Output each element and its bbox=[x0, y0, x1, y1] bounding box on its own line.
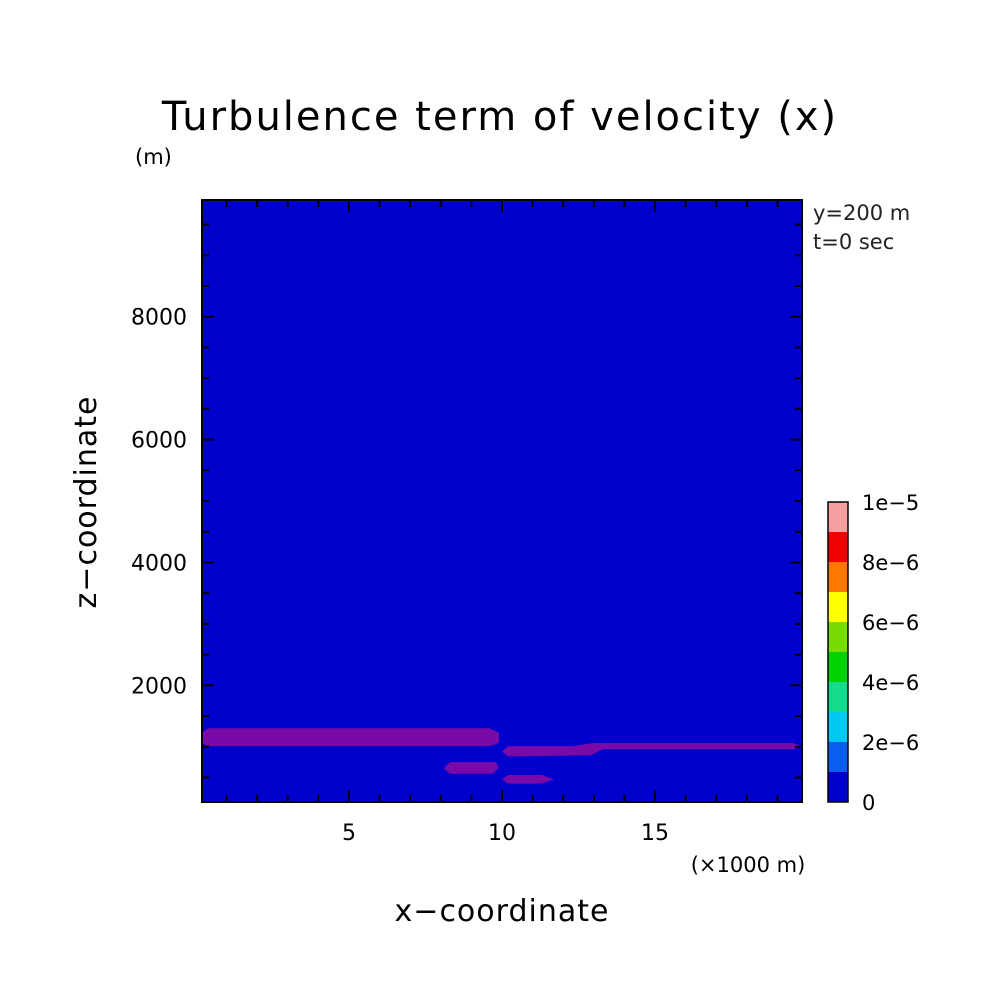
colorbar-label: 6e−6 bbox=[862, 611, 919, 635]
colorbar-swatch bbox=[828, 712, 848, 742]
colorbar-swatch bbox=[828, 562, 848, 592]
colorbar-swatch bbox=[828, 502, 848, 532]
y-tick-label: 2000 bbox=[131, 674, 187, 699]
x-tick-label: 15 bbox=[641, 821, 669, 846]
x-tick-labels: 5 10 15 bbox=[342, 821, 669, 846]
contour-region bbox=[202, 728, 499, 747]
contour-regions bbox=[202, 728, 802, 784]
contour-region bbox=[443, 762, 499, 774]
colorbar-swatch bbox=[828, 622, 848, 652]
colorbar-label: 2e−6 bbox=[862, 731, 919, 755]
x-axis-label: x−coordinate bbox=[395, 894, 610, 929]
y-tick-label: 8000 bbox=[131, 306, 187, 331]
contour-region bbox=[502, 743, 802, 757]
y-tick-labels: 2000 4000 6000 8000 bbox=[131, 306, 187, 700]
colorbar-swatch bbox=[828, 682, 848, 712]
colorbar-swatch bbox=[828, 652, 848, 682]
annotation-y-position: y=200 m bbox=[813, 201, 910, 225]
y-unit-label: (m) bbox=[135, 145, 172, 169]
colorbar-label: 4e−6 bbox=[862, 671, 919, 695]
plot-frame bbox=[201, 199, 803, 803]
chart-title: Turbulence term of velocity (x) bbox=[161, 94, 838, 140]
colorbar-label: 0 bbox=[862, 791, 875, 815]
colorbar-frame bbox=[827, 501, 849, 803]
x-tick-label: 10 bbox=[488, 821, 516, 846]
colorbar-swatch bbox=[828, 592, 848, 622]
x-tick-label: 5 bbox=[342, 821, 356, 846]
colorbar-label: 8e−6 bbox=[862, 551, 919, 575]
x-unit-label: (×1000 m) bbox=[691, 853, 806, 877]
colorbar-swatch bbox=[828, 742, 848, 772]
plot-background bbox=[202, 200, 802, 802]
contour-region bbox=[502, 775, 554, 784]
colorbar bbox=[827, 501, 849, 803]
axis-ticks bbox=[202, 200, 802, 802]
y-tick-label: 4000 bbox=[131, 551, 187, 576]
annotation-time: t=0 sec bbox=[813, 230, 894, 254]
colorbar-swatch bbox=[828, 772, 848, 802]
colorbar-label: 1e−5 bbox=[862, 491, 919, 515]
y-axis-label: z−coordinate bbox=[69, 396, 104, 609]
colorbar-swatch bbox=[828, 532, 848, 562]
y-tick-label: 6000 bbox=[131, 429, 187, 454]
colorbar-labels: 0 2e−6 4e−6 6e−6 8e−6 1e−5 bbox=[862, 491, 919, 815]
